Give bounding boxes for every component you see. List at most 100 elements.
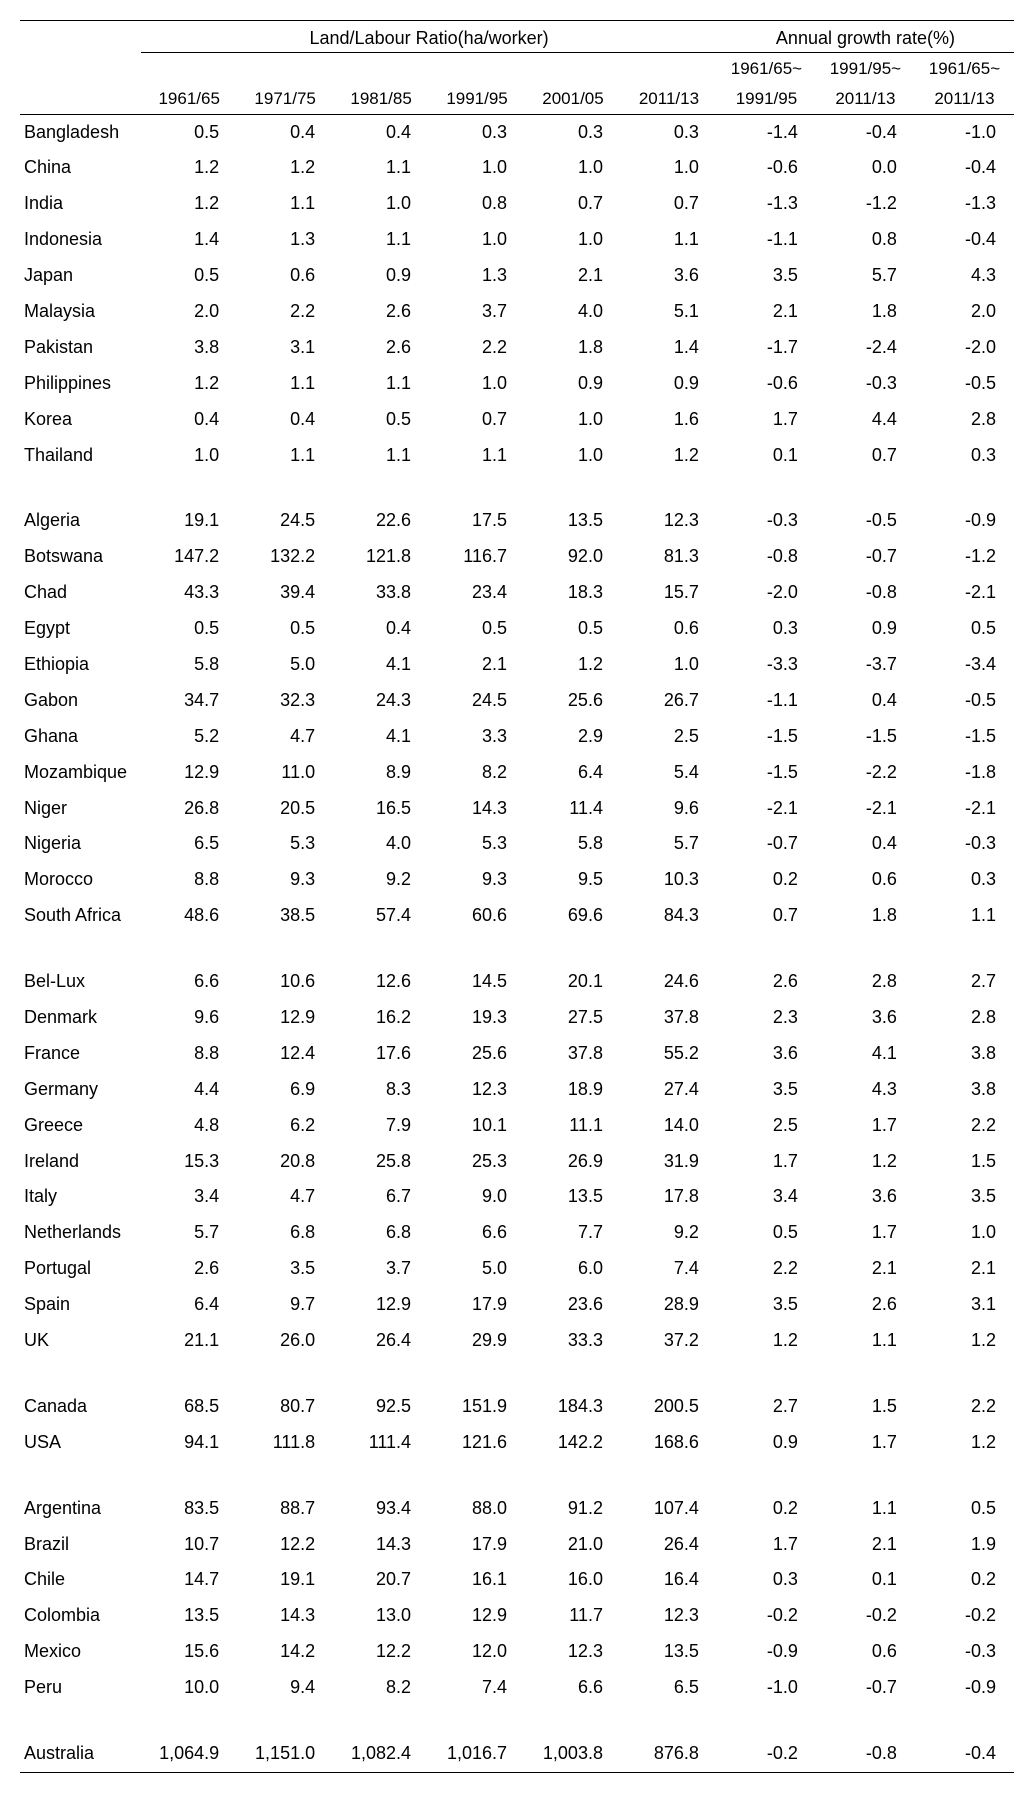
ratio-cell: 26.9 [525,1144,621,1180]
growth-cell: -0.9 [717,1634,816,1670]
table-row: Bangladesh0.50.40.40.30.30.3-1.4-0.4-1.0 [20,114,1014,150]
ratio-cell: 2.5 [621,719,717,755]
ratio-cell: 17.9 [429,1287,525,1323]
ratio-cell: 12.2 [237,1527,333,1563]
ratio-cell: 15.6 [141,1634,237,1670]
table-row: Germany4.46.98.312.318.927.43.54.33.8 [20,1072,1014,1108]
ratio-cell: 19.1 [237,1562,333,1598]
ratio-cell: 9.3 [429,862,525,898]
country-cell: Greece [20,1108,141,1144]
ratio-cell: 6.4 [141,1287,237,1323]
ratio-cell: 184.3 [525,1389,621,1425]
country-cell: Canada [20,1389,141,1425]
ratio-cell: 0.4 [237,402,333,438]
header-period-2: 1971/75 [254,89,315,108]
header-period-1: 1961/65 [158,89,219,108]
header-period-3: 1981/85 [350,89,411,108]
growth-cell: 0.5 [915,1491,1014,1527]
ratio-cell: 4.0 [333,826,429,862]
ratio-cell: 93.4 [333,1491,429,1527]
country-cell: Korea [20,402,141,438]
table-row: Ireland15.320.825.825.326.931.91.71.21.5 [20,1144,1014,1180]
ratio-cell: 5.7 [141,1215,237,1251]
growth-cell: 0.1 [816,1562,915,1598]
growth-cell: 1.7 [816,1108,915,1144]
growth-cell: 0.1 [717,438,816,474]
ratio-cell: 6.6 [141,964,237,1000]
table-row: Chile14.719.120.716.116.016.40.30.10.2 [20,1562,1014,1598]
growth-cell: 3.5 [717,1287,816,1323]
growth-cell: 0.7 [816,438,915,474]
ratio-cell: 1.8 [525,330,621,366]
header-period-6: 2011/13 [639,89,699,108]
ratio-cell: 55.2 [621,1036,717,1072]
growth-cell: 0.8 [816,222,915,258]
country-cell: France [20,1036,141,1072]
ratio-cell: 10.3 [621,862,717,898]
growth-cell: -1.8 [915,755,1014,791]
growth-cell: -0.2 [717,1598,816,1634]
ratio-cell: 24.3 [333,683,429,719]
ratio-cell: 1.0 [525,438,621,474]
ratio-cell: 9.6 [141,1000,237,1036]
ratio-cell: 14.5 [429,964,525,1000]
table-row: Italy3.44.76.79.013.517.83.43.63.5 [20,1179,1014,1215]
growth-cell: 1.7 [816,1425,915,1461]
ratio-cell: 1.2 [141,366,237,402]
growth-cell: 0.3 [717,1562,816,1598]
growth-cell: 0.5 [915,611,1014,647]
ratio-cell: 1.6 [621,402,717,438]
ratio-cell: 39.4 [237,575,333,611]
growth-cell: 0.3 [915,862,1014,898]
ratio-cell: 12.9 [429,1598,525,1634]
ratio-cell: 9.0 [429,1179,525,1215]
ratio-cell: 26.8 [141,791,237,827]
ratio-cell: 12.9 [141,755,237,791]
country-cell: Botswana [20,539,141,575]
country-cell: Malaysia [20,294,141,330]
ratio-cell: 27.4 [621,1072,717,1108]
ratio-cell: 8.8 [141,1036,237,1072]
growth-cell: 2.1 [717,294,816,330]
table-row: Spain6.49.712.917.923.628.93.52.63.1 [20,1287,1014,1323]
ratio-cell: 20.7 [333,1562,429,1598]
growth-cell: -0.9 [915,1670,1014,1706]
ratio-cell: 29.9 [429,1323,525,1359]
growth-cell: 0.6 [816,1634,915,1670]
ratio-cell: 1.2 [141,186,237,222]
ratio-cell: 9.3 [237,862,333,898]
table-row: Denmark9.612.916.219.327.537.82.33.62.8 [20,1000,1014,1036]
ratio-cell: 0.8 [429,186,525,222]
ratio-cell: 4.7 [237,1179,333,1215]
ratio-cell: 5.0 [237,647,333,683]
ratio-cell: 68.5 [141,1389,237,1425]
growth-cell: -0.6 [717,366,816,402]
group-spacer [20,1461,1014,1491]
ratio-cell: 14.2 [237,1634,333,1670]
ratio-cell: 1.3 [429,258,525,294]
table-row: Malaysia2.02.22.63.74.05.12.11.82.0 [20,294,1014,330]
ratio-cell: 2.2 [237,294,333,330]
ratio-cell: 12.0 [429,1634,525,1670]
growth-cell: 1.8 [816,898,915,934]
country-cell: India [20,186,141,222]
ratio-cell: 0.5 [141,611,237,647]
growth-cell: -0.2 [915,1598,1014,1634]
ratio-cell: 2.6 [141,1251,237,1287]
growth-cell: 2.1 [915,1251,1014,1287]
ratio-cell: 5.2 [141,719,237,755]
ratio-cell: 24.6 [621,964,717,1000]
growth-cell: 1.1 [816,1491,915,1527]
ratio-cell: 0.4 [333,611,429,647]
ratio-cell: 7.7 [525,1215,621,1251]
ratio-cell: 1.0 [525,222,621,258]
ratio-cell: 23.4 [429,575,525,611]
ratio-cell: 5.8 [141,647,237,683]
ratio-cell: 8.9 [333,755,429,791]
ratio-cell: 10.6 [237,964,333,1000]
country-cell: Pakistan [20,330,141,366]
ratio-cell: 25.3 [429,1144,525,1180]
growth-cell: 1.2 [915,1323,1014,1359]
ratio-cell: 34.7 [141,683,237,719]
growth-cell: -0.8 [717,539,816,575]
